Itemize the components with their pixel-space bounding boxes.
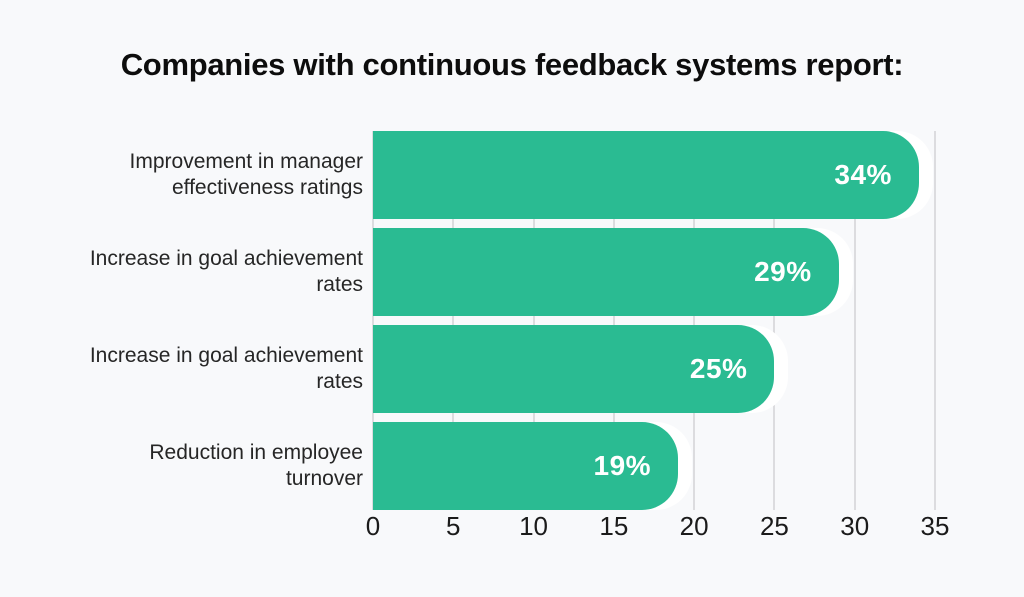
gridline <box>372 131 374 510</box>
category-label-line: Reduction in employee <box>149 441 363 464</box>
x-axis-tick-label: 5 <box>446 511 461 541</box>
chart-title: Companies with continuous feedback syste… <box>120 47 904 82</box>
category-labels-column: Improvement in manager effectiveness rati… <box>40 131 363 510</box>
category-label: Increase in goal achievement rates <box>40 228 363 316</box>
bar-value-label: 19% <box>593 450 652 481</box>
category-label: Improvement in manager effectiveness rati… <box>40 131 363 219</box>
gridline <box>612 131 615 510</box>
bar-value-label: 34% <box>834 159 892 190</box>
x-axis-tick-label: 0 <box>365 511 381 541</box>
category-label-line: effectiveness ratings <box>171 176 363 199</box>
bar: 19% <box>373 422 679 510</box>
bar-row: 29% <box>373 228 973 316</box>
category-label-line: rates <box>316 370 363 393</box>
gridline <box>773 131 776 510</box>
x-axis-tick-label: 35 <box>920 511 950 541</box>
gridline <box>693 131 696 510</box>
bar: 25% <box>373 325 775 413</box>
category-label: Increase in goal achievement rates <box>40 325 363 413</box>
bar-value-label: 25% <box>689 353 748 384</box>
category-label-line: Increase in goal achievement <box>89 344 363 367</box>
x-axis-tick-label: 20 <box>679 511 709 541</box>
category-label-line: rates <box>316 273 363 296</box>
gridline <box>934 131 936 510</box>
x-axis: 0 5 10 15 20 25 30 35 <box>366 511 973 543</box>
x-axis-tick-label: 30 <box>840 511 870 541</box>
category-label-line: Improvement in manager <box>129 150 363 173</box>
bar: 29% <box>373 228 839 316</box>
category-label-line: Increase in goal achievement <box>89 247 363 270</box>
category-label-line: turnover <box>285 467 363 490</box>
category-label: Reduction in employee turnover <box>40 422 363 510</box>
bar-chart-plot-area: 34% 29% 25% 19% <box>372 131 973 510</box>
gridline <box>853 131 856 510</box>
gridline <box>532 131 535 510</box>
gridline <box>452 131 455 510</box>
x-axis-tick-label: 25 <box>759 511 789 541</box>
bar-row: 34% <box>373 131 973 219</box>
bar: 34% <box>373 131 919 219</box>
bar-row: 25% <box>373 325 973 413</box>
bars-layer: 34% 29% 25% 19% <box>373 131 973 510</box>
bar-row: 19% <box>373 422 973 510</box>
bar-value-label: 29% <box>754 256 812 287</box>
x-axis-tick-label: 15 <box>599 511 629 541</box>
x-axis-tick-label: 10 <box>519 511 549 541</box>
